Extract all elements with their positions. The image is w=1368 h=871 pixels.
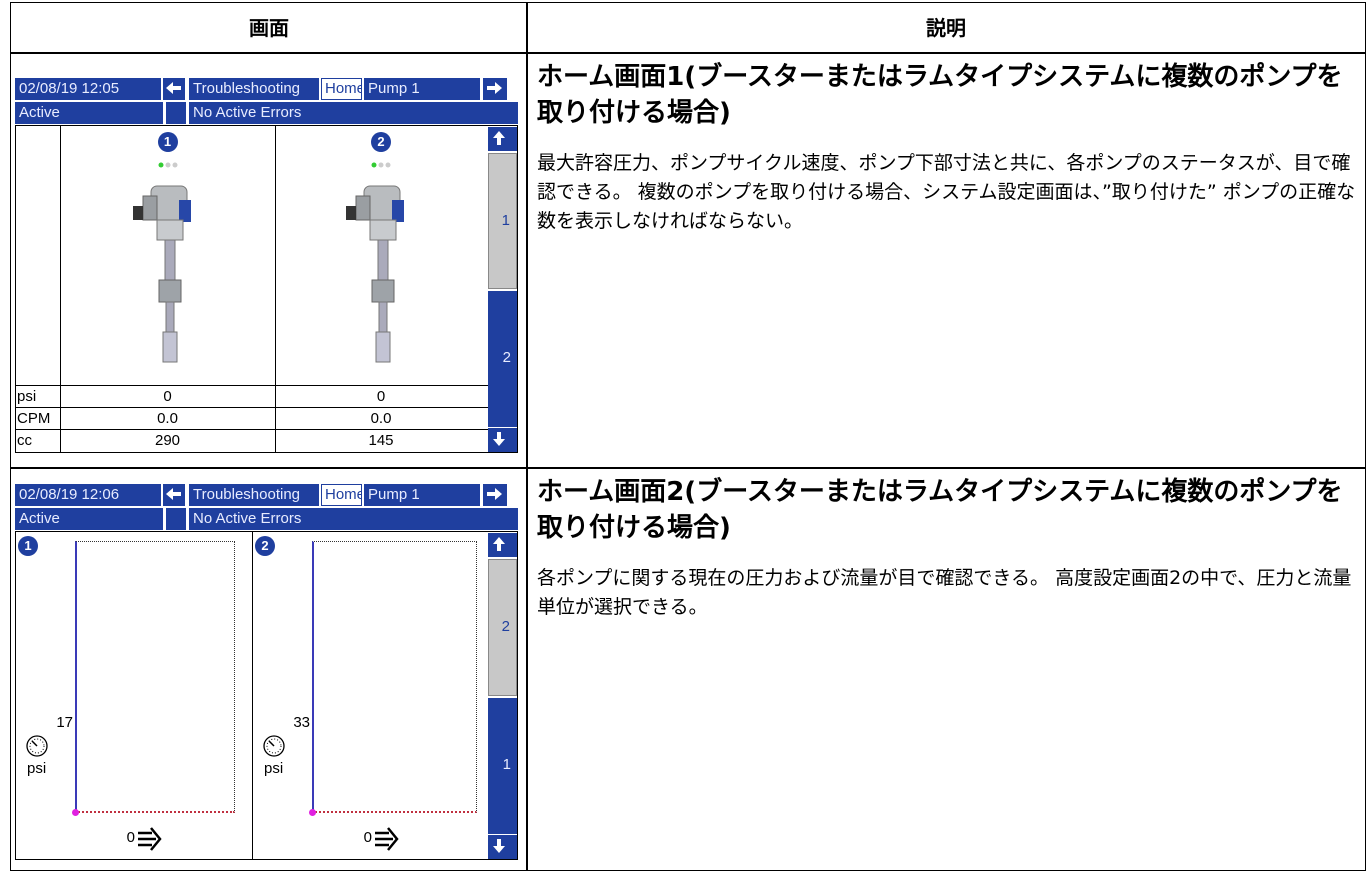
- indicator: [166, 508, 186, 530]
- pump-value: 0: [163, 388, 172, 405]
- prev-button-graphic: [166, 488, 181, 500]
- flow-icon: [375, 827, 399, 851]
- dots: [371, 162, 391, 168]
- scroll-up-graphic: [493, 131, 505, 145]
- pump-image-graphic: [132, 185, 191, 363]
- tab[interactable]: Pump 1: [364, 78, 480, 100]
- next-button-graphic: [487, 488, 502, 500]
- content-frame: [15, 125, 518, 453]
- gauge: [262, 734, 286, 758]
- flow-chart: [309, 541, 477, 816]
- pressure-unit: psi: [27, 760, 47, 777]
- tab[interactable]: Troubleshooting: [189, 78, 319, 100]
- prev-button[interactable]: [163, 78, 185, 100]
- flow-icon-graphic: [375, 827, 399, 851]
- dots: [158, 162, 177, 168]
- pump-number: 1: [157, 132, 178, 152]
- gauge: [25, 734, 49, 758]
- row-label: CPM: [17, 410, 51, 427]
- scroll-down[interactable]: [488, 428, 517, 452]
- divider: [60, 126, 61, 453]
- row-title: ホーム画面1(ブースターまたはラムタイプシステムに複数のポンプを取り付ける場合): [537, 62, 1343, 128]
- text-cell: ホーム画面2(ブースターまたはラムタイプシステムに複数のポンプを取り付ける場合)…: [526, 467, 1366, 871]
- errors: No Active Errors: [189, 102, 518, 124]
- prev-button-graphic: [166, 82, 181, 94]
- divider: [275, 126, 276, 453]
- next-button-graphic: [487, 82, 502, 94]
- flow-icon: [138, 827, 162, 851]
- row-label: psi: [17, 388, 37, 405]
- indicator: [166, 102, 186, 124]
- flow: 0: [126, 829, 135, 846]
- flow-icon-graphic: [138, 827, 162, 851]
- scroll-page[interactable]: 2: [488, 291, 517, 427]
- scroll-down-graphic: [493, 839, 505, 853]
- pump-value: 290: [154, 432, 181, 449]
- row-description: 各ポンプに関する現在の圧力および流量が目で確認できる。 高度設定画面2の中で、圧…: [537, 567, 1352, 618]
- screenshot: 02/08/19 12:06 Troubleshooting Home Pump 1 A…: [15, 484, 518, 860]
- prev-button[interactable]: [163, 484, 185, 506]
- gauge-graphic: [26, 735, 48, 757]
- datetime: 02/08/19 12:06: [15, 484, 161, 506]
- row-description: 最大許容圧力、ポンプサイクル速度、ポンプ下部寸法と共に、各ポンプのステータスが、…: [537, 152, 1356, 232]
- tab[interactable]: Troubleshooting: [189, 484, 319, 506]
- header-cell: 説明: [526, 2, 1366, 54]
- row-line: [15, 429, 488, 430]
- status-dots: [371, 155, 393, 168]
- scroll-page[interactable]: 1: [488, 153, 517, 289]
- status: Active: [15, 102, 163, 124]
- pressure: 17: [56, 714, 73, 731]
- flow-chart: [72, 541, 235, 816]
- errors: No Active Errors: [189, 508, 518, 530]
- content-frame: [15, 531, 518, 860]
- tab[interactable]: Pump 1: [364, 484, 480, 506]
- column-header: 画面: [249, 16, 289, 40]
- pump-number: 1: [18, 536, 38, 556]
- divider: [252, 532, 253, 860]
- tab[interactable]: Home: [321, 78, 362, 100]
- row-label: cc: [17, 432, 32, 449]
- gauge-graphic: [263, 735, 285, 757]
- column-header: 説明: [926, 16, 966, 40]
- text-cell: ホーム画面1(ブースターまたはラムタイプシステムに複数のポンプを取り付ける場合)…: [526, 52, 1366, 469]
- origin-marker: [309, 809, 316, 816]
- header-cell: 画面: [10, 2, 528, 54]
- scroll-up[interactable]: [488, 127, 517, 151]
- pump-image-graphic: [346, 185, 404, 363]
- pressure: 33: [293, 714, 310, 731]
- next-button[interactable]: [483, 484, 507, 506]
- pump-image: [123, 166, 203, 366]
- scroll-down-graphic: [493, 432, 505, 446]
- datetime: 02/08/19 12:05: [15, 78, 161, 100]
- pump-number: 2: [371, 132, 391, 152]
- pump-value: 0: [376, 388, 386, 405]
- scroll-up[interactable]: [488, 533, 517, 557]
- scroll-page[interactable]: 1: [488, 697, 517, 834]
- row-line: [15, 385, 488, 386]
- status: Active: [15, 508, 163, 530]
- pressure-unit: psi: [264, 760, 284, 777]
- next-button[interactable]: [483, 78, 507, 100]
- row-line: [15, 407, 488, 408]
- scroll-up-graphic: [493, 537, 505, 551]
- pump-value: 0.0: [157, 410, 178, 427]
- screenshot: 02/08/19 12:05 Troubleshooting Home Pump 1 A…: [15, 78, 518, 453]
- scroll-down[interactable]: [488, 835, 517, 859]
- screen-cell: [10, 52, 528, 469]
- pump-image: [336, 166, 416, 366]
- row-title: ホーム画面2(ブースターまたはラムタイプシステムに複数のポンプを取り付ける場合): [537, 477, 1343, 543]
- tab[interactable]: Home: [321, 484, 362, 506]
- status-dots: [158, 155, 180, 168]
- pump-value: 145: [368, 432, 394, 449]
- origin-marker: [72, 809, 79, 816]
- flow: 0: [363, 829, 372, 846]
- pump-number: 2: [255, 536, 275, 556]
- pump-value: 0.0: [370, 410, 392, 427]
- scroll-page[interactable]: 2: [488, 559, 517, 696]
